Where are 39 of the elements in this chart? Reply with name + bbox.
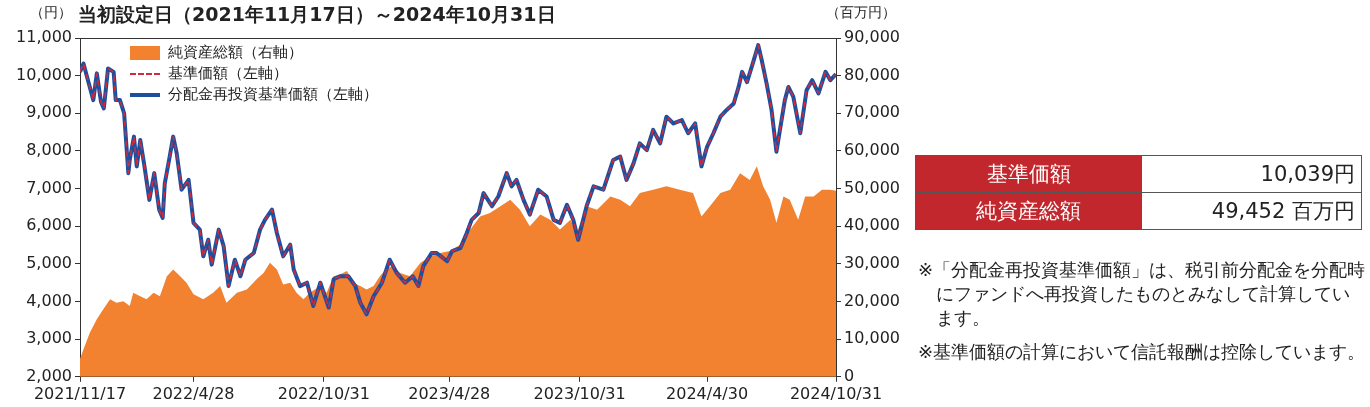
y2-tick-label: 50,000 [844, 177, 900, 197]
legend-label: 純資産総額（右軸） [168, 43, 303, 61]
x-tick-label: 2023/4/28 [408, 383, 491, 403]
legend-label: 基準価額（左軸） [168, 64, 288, 82]
x-tick-label: 2024/10/31 [789, 383, 883, 403]
y2-tick-label: 10,000 [844, 328, 900, 348]
y-tick-label: 11,000 [16, 27, 72, 47]
y-tick-label: 7,000 [26, 177, 72, 197]
text: 49,452 百万円 [1141, 192, 1362, 230]
y-tick-label: 9,000 [26, 102, 72, 122]
y-tick-label: 8,000 [26, 140, 72, 160]
y2-axis-title: （百万円） [826, 4, 896, 22]
x-tick-label: 2024/4/30 [666, 383, 749, 403]
y-tick-label: 10,000 [16, 64, 72, 84]
x-tick-label: 2022/4/28 [152, 383, 235, 403]
y2-tick-label: 30,000 [844, 253, 900, 273]
text: ※基準価額の計算において信託報酬は控除しています。 [918, 340, 1366, 364]
y2-tick-label: 90,000 [844, 27, 900, 47]
y-tick-label: 5,000 [26, 253, 72, 273]
y-tick-label: 3,000 [26, 328, 72, 348]
x-tick-label: 2022/10/31 [277, 383, 370, 403]
y-tick-label: 4,000 [26, 290, 72, 310]
y2-tick-label: 80,000 [844, 64, 900, 84]
y-tick-label: 2,000 [26, 365, 72, 385]
text: 基準価額 [915, 155, 1142, 193]
x-tick-label: 2021/11/17 [33, 383, 127, 403]
y-axis-title: （円） [30, 4, 72, 22]
y2-tick-label: 0 [844, 365, 855, 385]
text: 10,039円 [1141, 155, 1362, 193]
y2-tick-label: 40,000 [844, 215, 900, 235]
x-tick-label: 2023/10/31 [533, 383, 626, 403]
y2-tick-label: 60,000 [844, 140, 900, 160]
chart-title: 当初設定日（2021年11月17日）～2024年10月31日 [78, 2, 556, 27]
text: ※「分配金再投資基準価額」は、税引前分配金を分配時にファンドへ再投資したものとみなして計算しています。 [918, 258, 1366, 330]
text: 純資産総額 [915, 192, 1142, 230]
y2-tick-label: 70,000 [844, 102, 900, 122]
legend-label: 分配金再投資基準価額（左軸） [168, 85, 378, 103]
y-tick-label: 6,000 [26, 215, 72, 235]
y2-tick-label: 20,000 [844, 290, 900, 310]
